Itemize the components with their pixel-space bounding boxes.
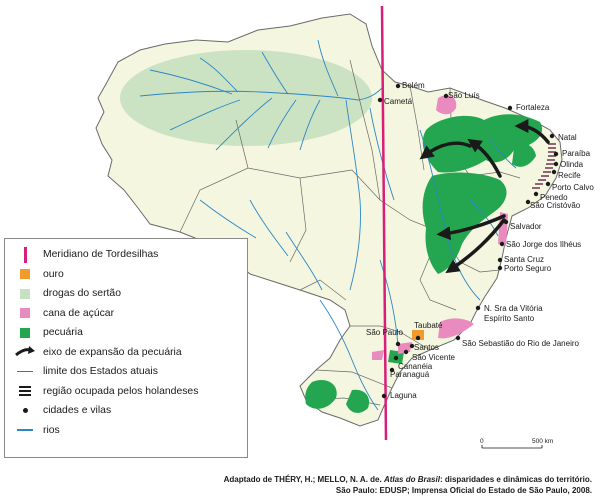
- city-laguna: Laguna: [390, 391, 417, 400]
- city-paranagua: Paranaguá: [390, 370, 430, 379]
- legend-item-holandeses: região ocupada pelos holandeses: [13, 382, 241, 402]
- city-cameta: Cametá: [384, 97, 413, 106]
- thin-line-icon: [13, 365, 37, 379]
- legend-label: rios: [43, 424, 60, 436]
- legend-item-meridian: Meridiano de Tordesilhas: [13, 245, 241, 265]
- legend-item-expansao: eixo de expansão da pecuária: [13, 343, 241, 363]
- gold-region: [412, 330, 424, 340]
- legend-label: pecuária: [43, 327, 83, 339]
- dot-icon: [13, 404, 37, 418]
- legend-label: eixo de expansão da pecuária: [43, 346, 182, 358]
- city-penedo: Penedo: [540, 193, 568, 202]
- city-sao-luis: São Luís: [448, 91, 480, 100]
- tordesilhas-meridian: [380, 5, 388, 441]
- city-dots: [377, 83, 559, 399]
- legend-label: região ocupada pelos holandeses: [43, 385, 199, 397]
- city-espirito-santo: Espírito Santo: [484, 314, 535, 323]
- hatched-bars-icon: [13, 384, 37, 398]
- blue-line-icon: [13, 423, 37, 437]
- city-rio: São Sebastião do Rio de Janeiro: [462, 339, 580, 348]
- city-belem: Belém: [402, 81, 425, 90]
- legend-label: Meridiano de Tordesilhas: [43, 249, 159, 261]
- legend-label: cidades e vilas: [43, 405, 112, 417]
- city-fortaleza: Fortaleza: [516, 103, 550, 112]
- city-vitoria: N. Sra da Vitória: [484, 304, 543, 313]
- city-sao-paulo: São Paulo: [366, 328, 403, 337]
- legend-item-ouro: ouro: [13, 265, 241, 285]
- cana-de-acucar-regions: [372, 95, 508, 360]
- legend-item-pecuaria: pecuária: [13, 323, 241, 343]
- vertical-line-icon: [13, 246, 37, 263]
- city-taubate: Taubaté: [414, 321, 443, 330]
- map-legend: Meridiano de Tordesilhas ouro drogas do …: [4, 238, 248, 458]
- scale-bar: 0 500 km: [480, 438, 553, 449]
- legend-item-drogas: drogas do sertão: [13, 284, 241, 304]
- legend-item-cidades: cidades e vilas: [13, 401, 241, 421]
- light-green-square-icon: [13, 287, 37, 301]
- city-cananeia: Cananéia: [398, 362, 433, 371]
- legend-item-cana: cana de açúcar: [13, 304, 241, 324]
- scale-distance: 500 km: [532, 438, 553, 445]
- source-credit: Adaptado de THÉRY, H.; MELLO, N. A. de. …: [224, 474, 592, 496]
- dutch-occupied-region: [532, 143, 556, 189]
- city-santos: Santos: [414, 343, 439, 352]
- city-sao-cristovao: São Cristóvão: [530, 201, 581, 210]
- green-square-icon: [13, 326, 37, 340]
- legend-label: ouro: [43, 268, 64, 280]
- orange-square-icon: [13, 267, 37, 281]
- city-salvador: Salvador: [510, 222, 542, 231]
- city-recife: Recife: [558, 171, 581, 180]
- city-paraiba: Paraíba: [562, 149, 591, 158]
- city-santa-cruz: Santa Cruz: [504, 255, 544, 264]
- credit-line-2: São Paulo: EDUSP; Imprensa Oficial do Es…: [335, 486, 592, 495]
- legend-item-rios: rios: [13, 421, 241, 441]
- city-labels: Belém Cametá São Luís Fortaleza Natal Pa…: [366, 81, 594, 400]
- city-porto-calvo: Porto Calvo: [552, 183, 594, 192]
- city-sao-jorge: São Jorge dos Ilhéus: [506, 240, 581, 249]
- city-natal: Natal: [558, 133, 577, 142]
- arrow-icon: [13, 345, 37, 359]
- legend-label: drogas do sertão: [43, 288, 121, 300]
- scale-zero: 0: [480, 438, 484, 445]
- legend-item-limites: limite dos Estados atuais: [13, 362, 241, 382]
- legend-label: limite dos Estados atuais: [43, 366, 158, 378]
- pecuaria-expansion-arrows: [419, 119, 550, 274]
- legend-label: cana de açúcar: [43, 307, 115, 319]
- pink-square-icon: [13, 306, 37, 320]
- city-olinda: Olinda: [560, 160, 584, 169]
- city-sao-vicente: São Vicente: [412, 353, 456, 362]
- credit-line-1: Adaptado de THÉRY, H.; MELLO, N. A. de. …: [223, 475, 592, 484]
- drogas-do-sertao-region: [120, 50, 372, 146]
- city-porto-seguro: Porto Seguro: [504, 264, 552, 273]
